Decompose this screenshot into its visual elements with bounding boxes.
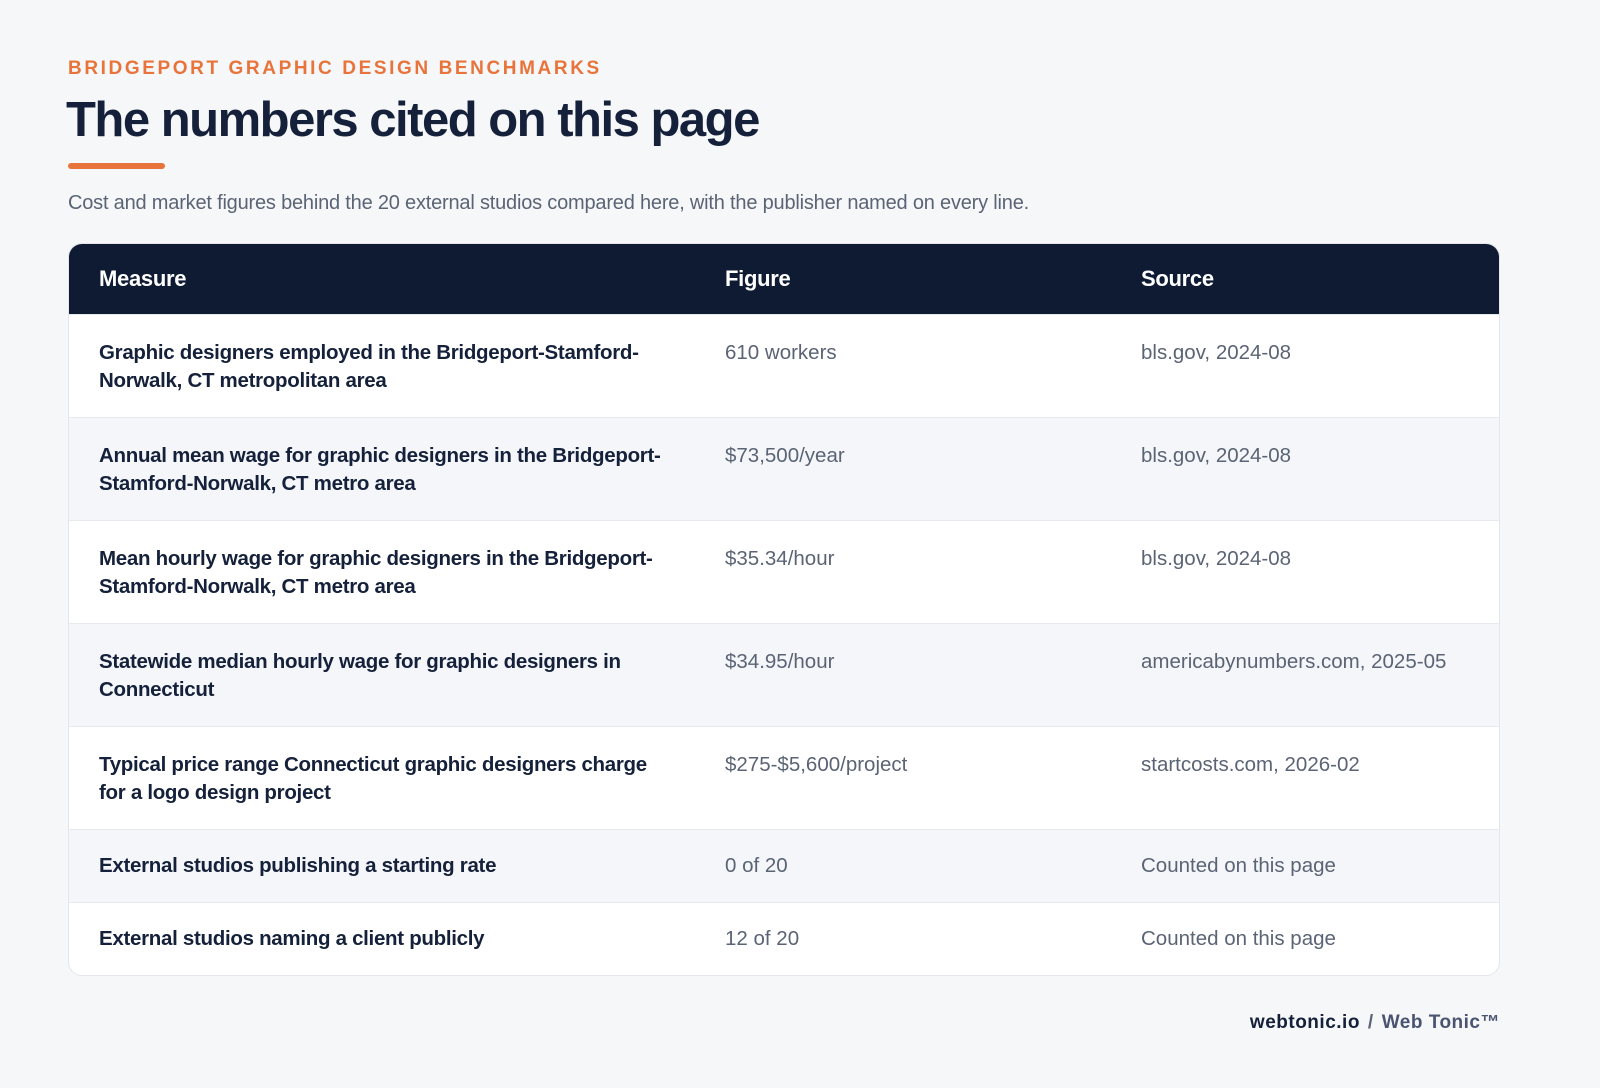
- measure-cell: Annual mean wage for graphic designers i…: [69, 417, 695, 521]
- subtitle: Cost and market figures behind the 20 ex…: [68, 192, 1029, 214]
- measure-cell: External studios naming a client publicl…: [69, 902, 695, 975]
- measure-cell: Statewide median hourly wage for graphic…: [69, 623, 695, 727]
- title: The numbers cited on this page: [66, 93, 760, 147]
- source-cell: bls.gov, 2024-08: [1111, 314, 1499, 418]
- table-row: Annual mean wage for graphic designers i…: [69, 417, 1499, 521]
- footer-separator: /: [1367, 1012, 1374, 1033]
- table-row: External studios naming a client publicl…: [69, 902, 1499, 975]
- table-row: Mean hourly wage for graphic designers i…: [69, 520, 1499, 624]
- source-cell: Counted on this page: [1111, 829, 1499, 903]
- figure-cell: $73,500/year: [695, 417, 1111, 521]
- source-cell: Counted on this page: [1111, 902, 1499, 975]
- measure-cell: Graphic designers employed in the Bridge…: [69, 314, 695, 418]
- table-row: Graphic designers employed in the Bridge…: [69, 314, 1499, 418]
- source-cell: americabynumbers.com, 2025-05: [1111, 623, 1499, 727]
- accent-rule: [68, 163, 165, 169]
- figure-cell: 0 of 20: [695, 829, 1111, 903]
- column-header: Measure: [69, 244, 695, 315]
- source-cell: bls.gov, 2024-08: [1111, 520, 1499, 624]
- measure-cell: Mean hourly wage for graphic designers i…: [69, 520, 695, 624]
- measure-cell: External studios publishing a starting r…: [69, 829, 695, 903]
- table: Measure Figure Source Graphic designers em…: [69, 244, 1499, 975]
- table-head: Measure Figure Source: [69, 244, 1499, 315]
- column-header: Source: [1111, 244, 1499, 315]
- source-cell: startcosts.com, 2026-02: [1111, 726, 1499, 830]
- source-cell: bls.gov, 2024-08: [1111, 417, 1499, 521]
- figure-cell: $34.95/hour: [695, 623, 1111, 727]
- table-row: External studios publishing a starting r…: [69, 829, 1499, 903]
- figure-cell: 12 of 20: [695, 902, 1111, 975]
- table-body: Graphic designers employed in the Bridge…: [69, 314, 1499, 975]
- measure-cell: Typical price range Connecticut graphic …: [69, 726, 695, 830]
- figure-cell: $35.34/hour: [695, 520, 1111, 624]
- footer-brand: Web Tonic™: [1381, 1012, 1500, 1033]
- table-row: Statewide median hourly wage for graphic…: [69, 623, 1499, 727]
- figure-cell: $275-$5,600/project: [695, 726, 1111, 830]
- footer: webtonic.io / Web Tonic™: [1250, 1012, 1500, 1034]
- eyebrow: BRIDGEPORT GRAPHIC DESIGN BENCHMARKS: [68, 58, 602, 79]
- column-header: Figure: [695, 244, 1111, 315]
- header-row: Measure Figure Source: [69, 244, 1499, 315]
- table-row: Typical price range Connecticut graphic …: [69, 726, 1499, 830]
- table-card: Measure Figure Source Graphic designers em…: [68, 243, 1500, 976]
- figure-cell: 610 workers: [695, 314, 1111, 418]
- footer-domain: webtonic.io: [1249, 1012, 1360, 1033]
